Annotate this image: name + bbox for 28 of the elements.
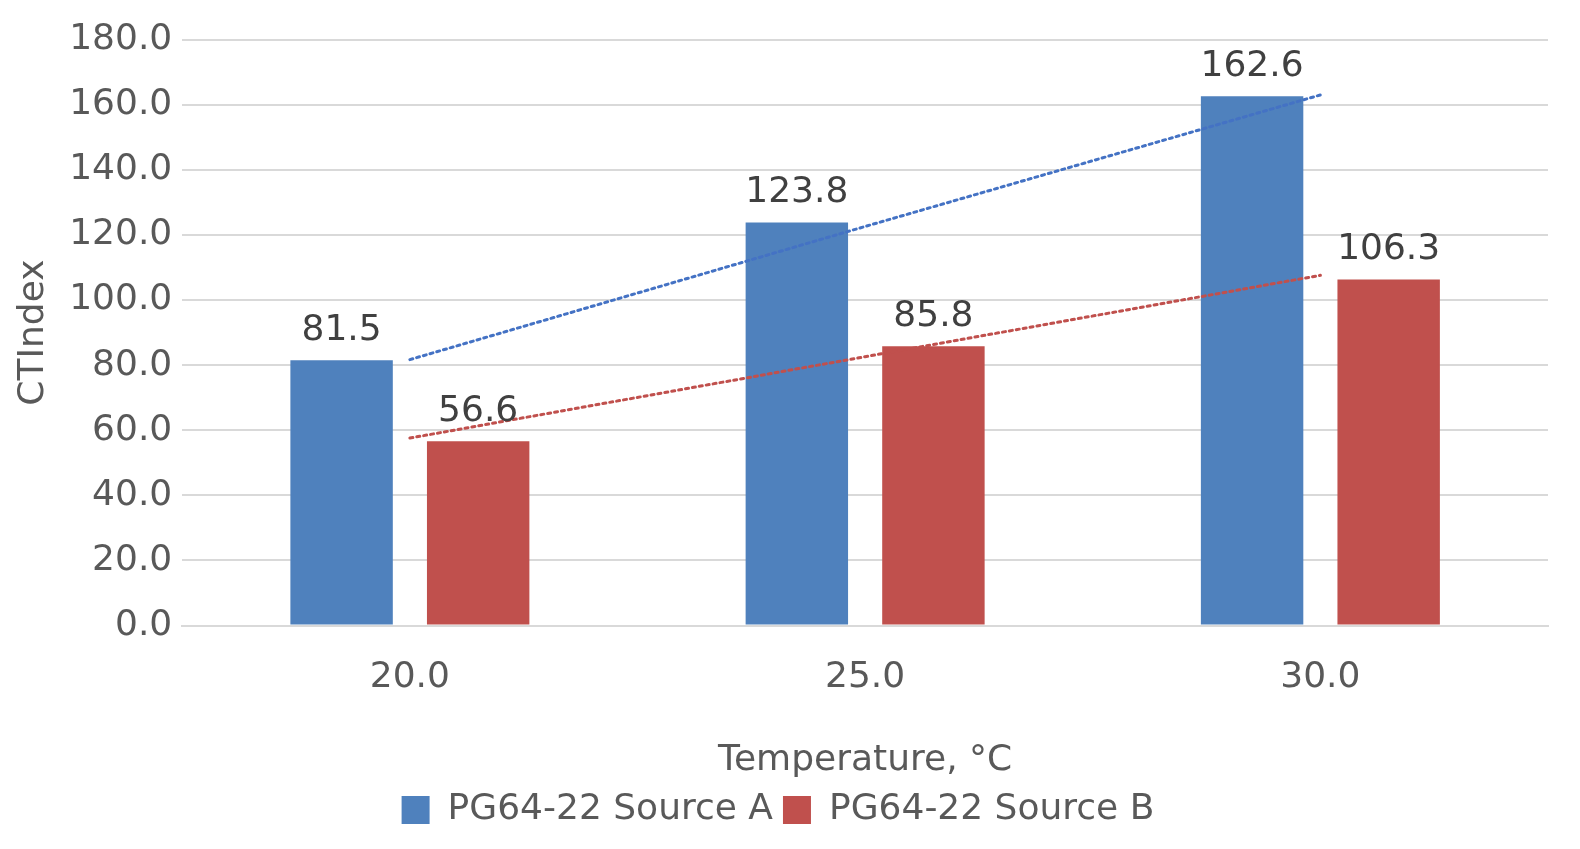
bar xyxy=(745,222,849,625)
y-tick-label: 140.0 xyxy=(69,146,173,188)
data-label: 81.5 xyxy=(301,306,382,348)
data-label: 56.6 xyxy=(438,387,519,429)
y-tick-label: 20.0 xyxy=(92,536,173,578)
data-label: 162.6 xyxy=(1200,42,1304,84)
y-tick-label: 60.0 xyxy=(92,406,173,448)
y-tick-label: 100.0 xyxy=(69,276,173,318)
x-tick-label: 20.0 xyxy=(369,653,450,695)
bar xyxy=(426,441,530,625)
y-tick-label: 0.0 xyxy=(114,601,173,643)
y-tick-label: 120.0 xyxy=(69,211,173,253)
bar xyxy=(1337,279,1440,625)
x-tick-label: 25.0 xyxy=(825,653,906,695)
data-label: 123.8 xyxy=(745,168,849,210)
y-tick-label: 80.0 xyxy=(92,341,173,383)
y-tick-label: 40.0 xyxy=(92,471,173,513)
legend-label: PG64-22 Source B xyxy=(828,786,1155,828)
x-tick-label: 30.0 xyxy=(1280,653,1361,695)
y-tick-label: 160.0 xyxy=(69,81,173,123)
x-axis-title: Temperature, °C xyxy=(717,736,1013,778)
y-tick-label: 180.0 xyxy=(69,15,173,57)
legend-label: PG64-22 Source A xyxy=(447,786,774,828)
data-label: 85.8 xyxy=(893,292,974,334)
y-axis-title: CTIndex xyxy=(9,259,51,406)
bar xyxy=(290,360,393,625)
bar xyxy=(1200,96,1304,625)
data-label: 106.3 xyxy=(1337,225,1441,267)
